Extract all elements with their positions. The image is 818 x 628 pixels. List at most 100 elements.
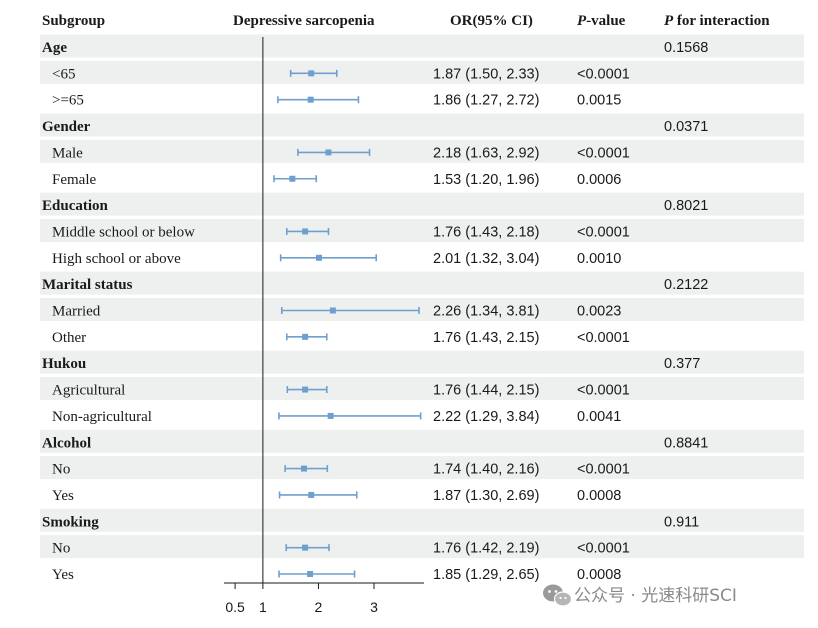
or-ci-value: 1.76 (1.43, 2.18)	[433, 224, 539, 240]
or-ci-value: 1.87 (1.30, 2.69)	[433, 488, 539, 504]
x-tick-label: 1	[259, 599, 267, 615]
p-interaction-value: 0.8841	[664, 435, 708, 451]
subgroup-label: Non-agricultural	[52, 409, 152, 425]
or-ci-value: 2.22 (1.29, 3.84)	[433, 409, 539, 425]
subgroup-label: Yes	[52, 488, 74, 504]
or-point	[308, 70, 315, 77]
subgroup-label: Middle school or below	[52, 224, 195, 240]
or-point	[308, 491, 315, 498]
row-band	[40, 377, 804, 401]
row-band	[40, 139, 804, 163]
subgroup-label: Yes	[52, 567, 74, 583]
header-or-ci: OR(95% CI)	[450, 13, 533, 29]
p-value: <0.0001	[577, 330, 630, 346]
or-ci-value: 1.87 (1.50, 2.33)	[433, 66, 539, 82]
p-value: <0.0001	[577, 462, 630, 478]
or-ci-value: 1.76 (1.42, 2.19)	[433, 541, 539, 557]
row-band	[40, 456, 804, 480]
p-interaction-value: 0.0371	[664, 119, 708, 135]
header-p-interaction-rest: for interaction	[673, 13, 770, 29]
or-point	[325, 149, 332, 156]
ci-marks	[273, 69, 422, 578]
table-rows: Age 0.1568 <65 1.87 (1.50, 2.33) <0.0001 >=65…	[42, 40, 708, 583]
subgroup-label: Agricultural	[52, 383, 125, 399]
or-point	[307, 96, 314, 103]
or-point	[302, 386, 309, 393]
or-point	[327, 412, 334, 419]
subgroup-label: No	[52, 541, 70, 557]
row-band	[40, 192, 804, 216]
or-ci-value: 1.74 (1.40, 2.16)	[433, 462, 539, 478]
p-interaction-value: 0.2122	[664, 277, 708, 293]
row-band	[40, 350, 804, 374]
or-ci-value: 2.18 (1.63, 2.92)	[433, 145, 539, 161]
p-value: <0.0001	[577, 224, 630, 240]
or-ci-value: 1.85 (1.29, 2.65)	[433, 567, 539, 583]
row-band	[40, 429, 804, 453]
or-point	[329, 307, 336, 314]
p-value: <0.0001	[577, 383, 630, 399]
or-ci-value: 2.01 (1.32, 3.04)	[433, 251, 539, 267]
or-point	[302, 333, 309, 340]
p-value: 0.0015	[577, 93, 621, 109]
row-band	[40, 298, 804, 321]
p-interaction-value: 0.911	[664, 514, 699, 530]
subgroup-label: No	[52, 462, 70, 478]
subgroup-label: High school or above	[52, 251, 181, 267]
p-interaction-value: 0.1568	[664, 40, 708, 56]
row-band	[40, 34, 804, 58]
x-axis: 0.5 1 2 3	[224, 582, 424, 615]
group-label: Gender	[42, 119, 91, 135]
row-band	[40, 113, 804, 137]
group-label: Marital status	[42, 277, 133, 293]
wechat-icon	[543, 584, 573, 607]
group-label: Age	[42, 40, 67, 56]
p-value: 0.0008	[577, 567, 621, 583]
column-headers: Subgroup Depressive sarcopenia OR(95% CI…	[42, 13, 770, 29]
p-value: 0.0010	[577, 251, 621, 267]
p-value: <0.0001	[577, 66, 630, 82]
group-label: Education	[42, 198, 109, 214]
subgroup-label: Married	[52, 304, 101, 320]
row-band	[40, 218, 804, 242]
p-value: <0.0001	[577, 541, 630, 557]
x-tick-label: 0.5	[225, 599, 245, 615]
p-value: 0.0023	[577, 304, 621, 320]
or-point	[302, 228, 309, 235]
or-ci-value: 1.76 (1.44, 2.15)	[433, 383, 539, 399]
p-value: 0.0008	[577, 488, 621, 504]
header-p-value: P-value	[577, 13, 626, 29]
or-ci-value: 1.53 (1.20, 1.96)	[433, 172, 539, 188]
p-value: 0.0041	[577, 409, 621, 425]
or-ci-value: 2.26 (1.34, 3.81)	[433, 304, 539, 320]
header-subgroup: Subgroup	[42, 13, 105, 29]
subgroup-label: <65	[52, 66, 75, 82]
group-label: Smoking	[42, 514, 99, 530]
or-ci-value: 1.86 (1.27, 2.72)	[433, 93, 539, 109]
subgroup-label: Other	[52, 330, 86, 346]
or-point	[301, 465, 307, 472]
p-value: <0.0001	[577, 145, 630, 161]
subgroup-label: Male	[52, 145, 83, 161]
or-point	[307, 571, 314, 577]
row-band	[40, 508, 804, 532]
watermark-text: 公众号 · 光速科研SCI	[574, 586, 737, 606]
or-ci-value: 1.76 (1.43, 2.15)	[433, 330, 539, 346]
header-p-interaction-italic: P	[664, 13, 674, 29]
subgroup-label: >=65	[52, 93, 84, 109]
row-bands	[40, 34, 804, 559]
p-interaction-value: 0.377	[664, 356, 700, 372]
or-point	[316, 254, 322, 261]
group-label: Alcohol	[42, 435, 91, 451]
row-band	[40, 60, 804, 84]
header-p-value-rest: -value	[586, 13, 626, 29]
x-tick-label: 2	[315, 599, 323, 615]
header-outcome: Depressive sarcopenia	[233, 13, 375, 29]
header-p-value-italic: P	[577, 13, 587, 29]
or-point	[302, 544, 309, 551]
p-interaction-value: 0.8021	[664, 198, 708, 214]
header-p-interaction: P for interaction	[664, 13, 770, 29]
x-tick-label: 3	[370, 599, 378, 615]
or-point	[289, 175, 296, 182]
